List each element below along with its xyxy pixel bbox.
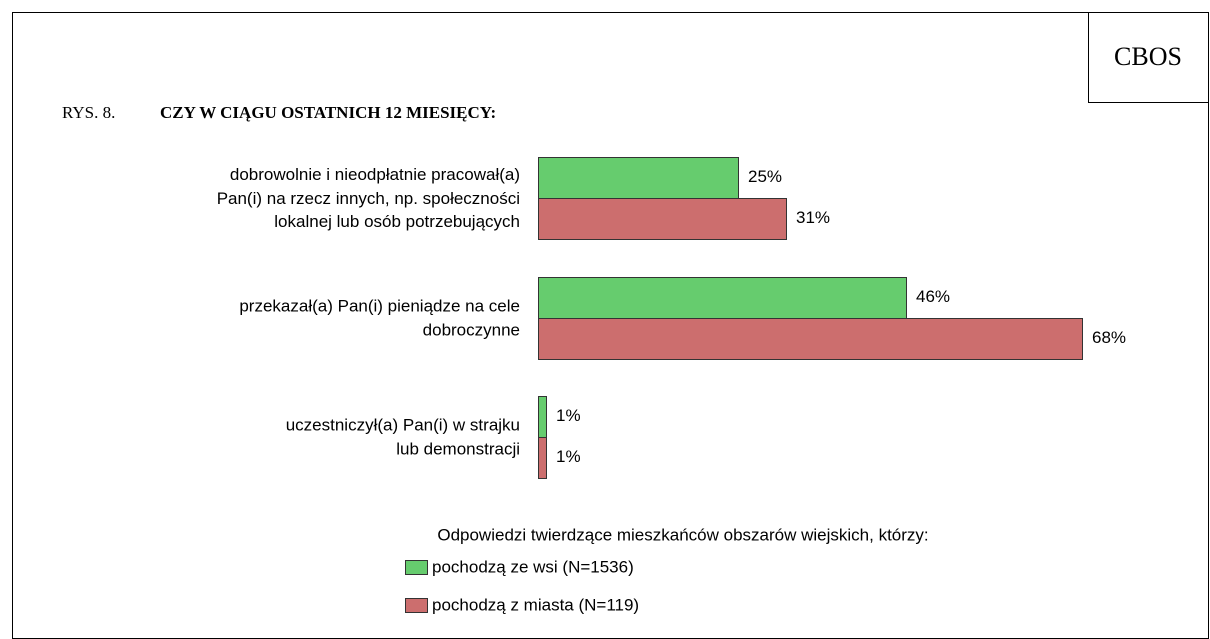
value-label: 25% xyxy=(748,167,782,186)
bar xyxy=(538,198,787,240)
figure-label: RYS. 8. xyxy=(62,103,115,122)
chart-title: CZY W CIĄGU OSTATNICH 12 MIESIĘCY: xyxy=(160,103,496,122)
brand-box xyxy=(1088,12,1209,103)
bar xyxy=(538,396,547,438)
bar xyxy=(538,437,547,479)
legend-title: Odpowiedzi twierdzące mieszkańców obszar… xyxy=(437,525,928,544)
bar xyxy=(538,277,907,319)
brand: CBOS xyxy=(1114,42,1182,71)
value-label: 31% xyxy=(796,208,830,227)
value-label: 1% xyxy=(556,447,581,466)
legend-label: pochodzą ze wsi (N=1536) xyxy=(432,557,634,576)
legend-label: pochodzą z miasta (N=119) xyxy=(432,595,639,614)
category-label: przekazał(a) Pan(i) pieniądze na cele do… xyxy=(239,296,520,340)
value-label: 46% xyxy=(916,287,950,306)
value-label: 1% xyxy=(556,406,581,425)
legend-swatch xyxy=(405,598,428,613)
legend-swatch xyxy=(405,560,428,575)
category-label: uczestniczył(a) Pan(i) w strajku lub dem… xyxy=(285,415,520,459)
category-label: dobrowolnie i nieodpłatnie pracował(a) P… xyxy=(216,164,520,231)
value-label: 68% xyxy=(1092,328,1126,347)
bar xyxy=(538,318,1083,360)
bar xyxy=(538,157,739,199)
